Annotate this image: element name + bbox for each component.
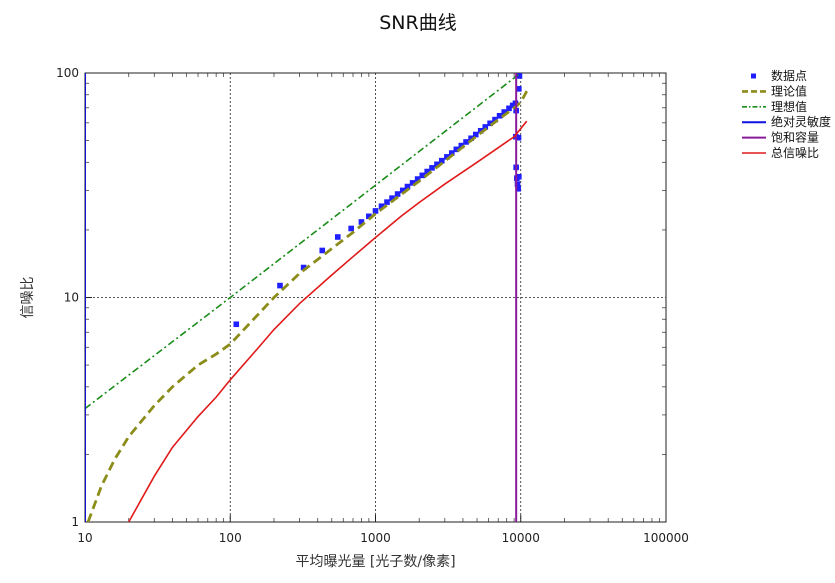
data-point	[419, 172, 426, 179]
series-理想值	[85, 73, 522, 410]
data-point	[501, 109, 508, 115]
data-point	[516, 73, 523, 79]
x-tick-label: 10000	[502, 531, 540, 545]
data-point	[434, 161, 440, 168]
data-point	[300, 264, 307, 271]
data-point	[409, 180, 416, 186]
data-point	[348, 225, 354, 232]
data-point	[389, 195, 395, 201]
data-point	[487, 120, 493, 127]
data-point	[233, 321, 240, 328]
legend-item: 绝对灵敏度	[742, 114, 831, 129]
data-point	[404, 183, 411, 190]
data-point	[472, 131, 479, 138]
legend-label: 绝对灵敏度	[771, 114, 831, 129]
y-tick-label: 10	[64, 291, 79, 305]
data-point	[516, 86, 522, 92]
x-axis-label: 平均曝光量 [光子数/像素]	[295, 554, 455, 570]
series-group	[85, 73, 528, 522]
data-point	[394, 191, 401, 197]
data-point	[277, 282, 283, 289]
data-point	[319, 247, 326, 254]
data-point	[438, 157, 445, 164]
data-point	[463, 139, 469, 145]
legend-swatch	[751, 73, 756, 79]
data-point	[482, 124, 489, 130]
y-tick-label: 100	[56, 66, 79, 80]
data-point	[496, 112, 503, 119]
data-point	[514, 181, 521, 187]
data-point	[444, 154, 450, 160]
data-point	[399, 187, 406, 194]
data-point	[366, 213, 372, 220]
legend-item: 理想值	[742, 99, 807, 114]
data-point	[378, 203, 385, 210]
data-point	[414, 176, 421, 182]
data-point	[372, 208, 379, 214]
data-point	[468, 135, 474, 142]
legend-item: 饱和容量	[742, 130, 819, 145]
data-point	[424, 168, 431, 175]
legend-label: 总信噪比	[771, 146, 819, 160]
chart-title: SNR曲线	[379, 12, 456, 34]
series-理论值	[86, 90, 528, 522]
legend-label: 理论值	[771, 83, 807, 98]
y-axis-label: 信噪比	[20, 277, 36, 319]
data-point	[453, 146, 460, 153]
data-point	[477, 127, 484, 134]
data-point	[384, 199, 390, 205]
data-point	[429, 165, 435, 171]
x-tick-label: 10	[77, 531, 92, 545]
legend-item: 理论值	[742, 83, 807, 98]
data-point	[506, 105, 512, 112]
x-tick-label: 100000	[643, 531, 689, 545]
legend-label: 数据点	[771, 68, 807, 83]
legend-item: 总信噪比	[742, 146, 819, 160]
data-point	[448, 150, 455, 156]
legend-item: 数据点	[751, 68, 807, 83]
x-tick-label: 1000	[360, 531, 391, 545]
legend-label: 饱和容量	[771, 130, 819, 145]
y-tick-label: 1	[71, 515, 79, 529]
data-point	[358, 219, 365, 225]
data-point	[515, 134, 522, 141]
data-point	[515, 185, 521, 192]
x-tick-label: 100	[219, 531, 242, 545]
data-point	[509, 102, 516, 109]
data-point	[516, 173, 522, 180]
data-point	[458, 142, 465, 149]
data-point	[334, 234, 341, 240]
series-总信噪比	[128, 120, 528, 522]
data-point	[492, 116, 498, 123]
legend-label: 理想值	[771, 99, 807, 114]
